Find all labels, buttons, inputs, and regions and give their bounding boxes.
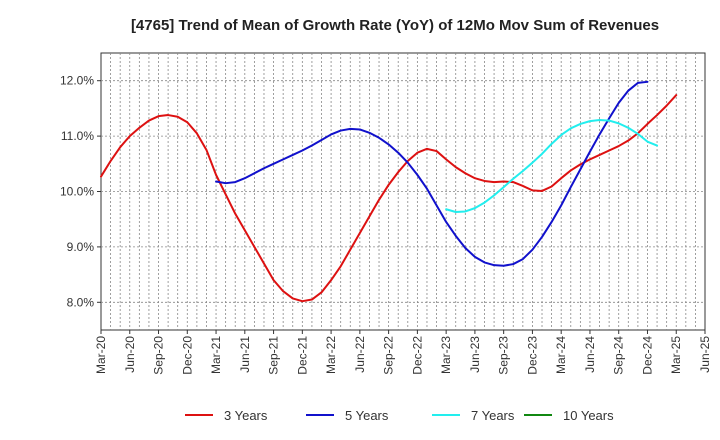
x-tick-label: Jun-23 [468,336,482,373]
x-tick-label: Jun-24 [583,336,597,373]
x-tick-label: Mar-22 [324,336,338,374]
x-tick-label: Jun-21 [238,336,252,373]
y-tick-label: 11.0% [61,129,94,143]
chart-title: [4765] Trend of Mean of Growth Rate (YoY… [131,17,659,34]
x-tick-label: Jun-22 [353,336,367,373]
x-tick-label: Dec-21 [295,336,309,375]
x-tick-label: Mar-23 [439,336,453,374]
y-tick-label: 9.0% [67,240,95,254]
y-tick-label: 12.0% [60,74,94,88]
x-tick-label: Sep-21 [267,336,281,375]
x-tick-label: Dec-20 [180,336,194,375]
x-tick-label: Dec-24 [640,336,654,375]
legend-label: 10 Years [563,408,614,423]
x-tick-label: Mar-24 [554,336,568,374]
x-tick-label: Sep-24 [612,336,626,375]
legend-label: 7 Years [471,408,515,423]
legend-label: 3 Years [224,408,268,423]
x-axis-ticks: Mar-20 Jun-20 Sep-20 Dec-20 Mar-21 Jun-21 Sep-… [94,330,712,375]
y-axis-ticks: 8.0% 9.0% 10.0% 11.0% 12.0% [60,74,101,309]
x-tick-label: Mar-20 [94,336,108,374]
horizontal-gridlines [101,80,705,303]
y-tick-label: 10.0% [60,185,94,199]
series-line-7-years [445,119,659,213]
x-tick-label: Mar-21 [209,336,223,374]
legend-label: 5 Years [345,408,389,423]
x-tick-label: Dec-23 [525,336,539,375]
series-line-3-years [100,94,678,303]
y-tick-label: 8.0% [67,295,95,309]
x-tick-label: Sep-22 [382,336,396,375]
series-line-5-years [215,80,649,267]
x-tick-label: Jun-20 [123,336,137,373]
series-lines [100,80,678,303]
x-tick-label: Dec-22 [410,336,424,375]
x-tick-label: Jun-25 [698,336,712,373]
legend: 3 Years 5 Years 7 Years 10 Years [185,408,614,423]
x-tick-label: Sep-23 [497,336,511,375]
x-tick-label: Sep-20 [152,336,166,375]
x-tick-label: Mar-25 [669,336,683,374]
